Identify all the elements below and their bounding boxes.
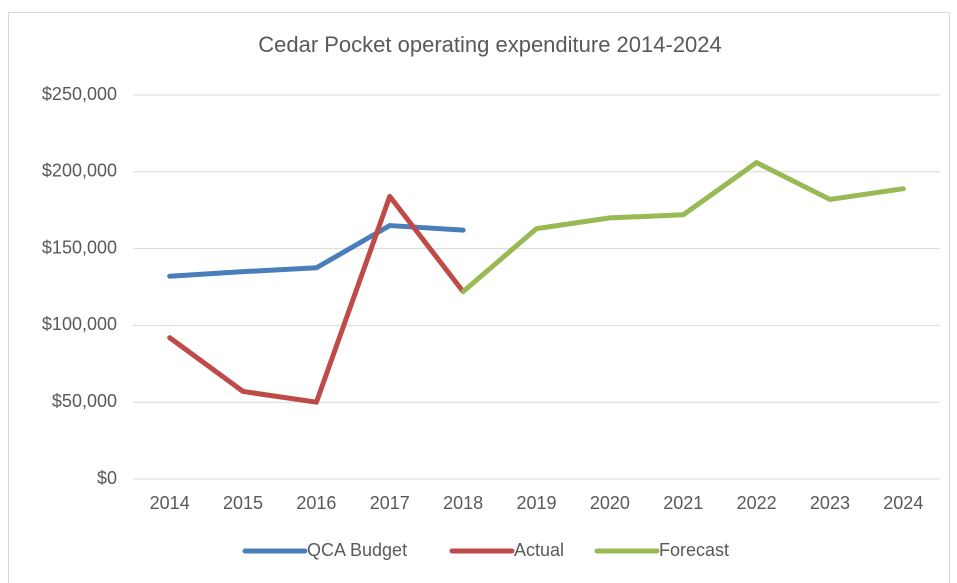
series-line (460, 160, 906, 295)
chart-title: Cedar Pocket operating expenditure 2014-… (258, 32, 722, 57)
series-line (167, 193, 466, 405)
x-tick-label: 2016 (296, 493, 336, 513)
x-tick-label: 2022 (737, 493, 777, 513)
chart-border (8, 12, 950, 583)
x-tick-label: 2024 (883, 493, 923, 513)
x-tick-label: 2019 (516, 493, 556, 513)
x-tick-label: 2018 (443, 493, 483, 513)
x-tick-label: 2015 (223, 493, 263, 513)
y-tick-label: $50,000 (52, 391, 117, 411)
x-tick-label: 2021 (663, 493, 703, 513)
x-tick-label: 2017 (370, 493, 410, 513)
y-tick-label: $0 (97, 468, 117, 488)
legend-label: Actual (514, 540, 564, 560)
y-tick-label: $100,000 (42, 314, 117, 334)
x-tick-label: 2020 (590, 493, 630, 513)
legend-label: QCA Budget (307, 540, 407, 560)
x-tick-label: 2023 (810, 493, 850, 513)
y-tick-label: $200,000 (42, 161, 117, 181)
x-tick-label: 2014 (150, 493, 190, 513)
y-tick-label: $150,000 (42, 237, 117, 257)
y-tick-label: $250,000 (42, 84, 117, 104)
legend-label: Forecast (659, 540, 729, 560)
